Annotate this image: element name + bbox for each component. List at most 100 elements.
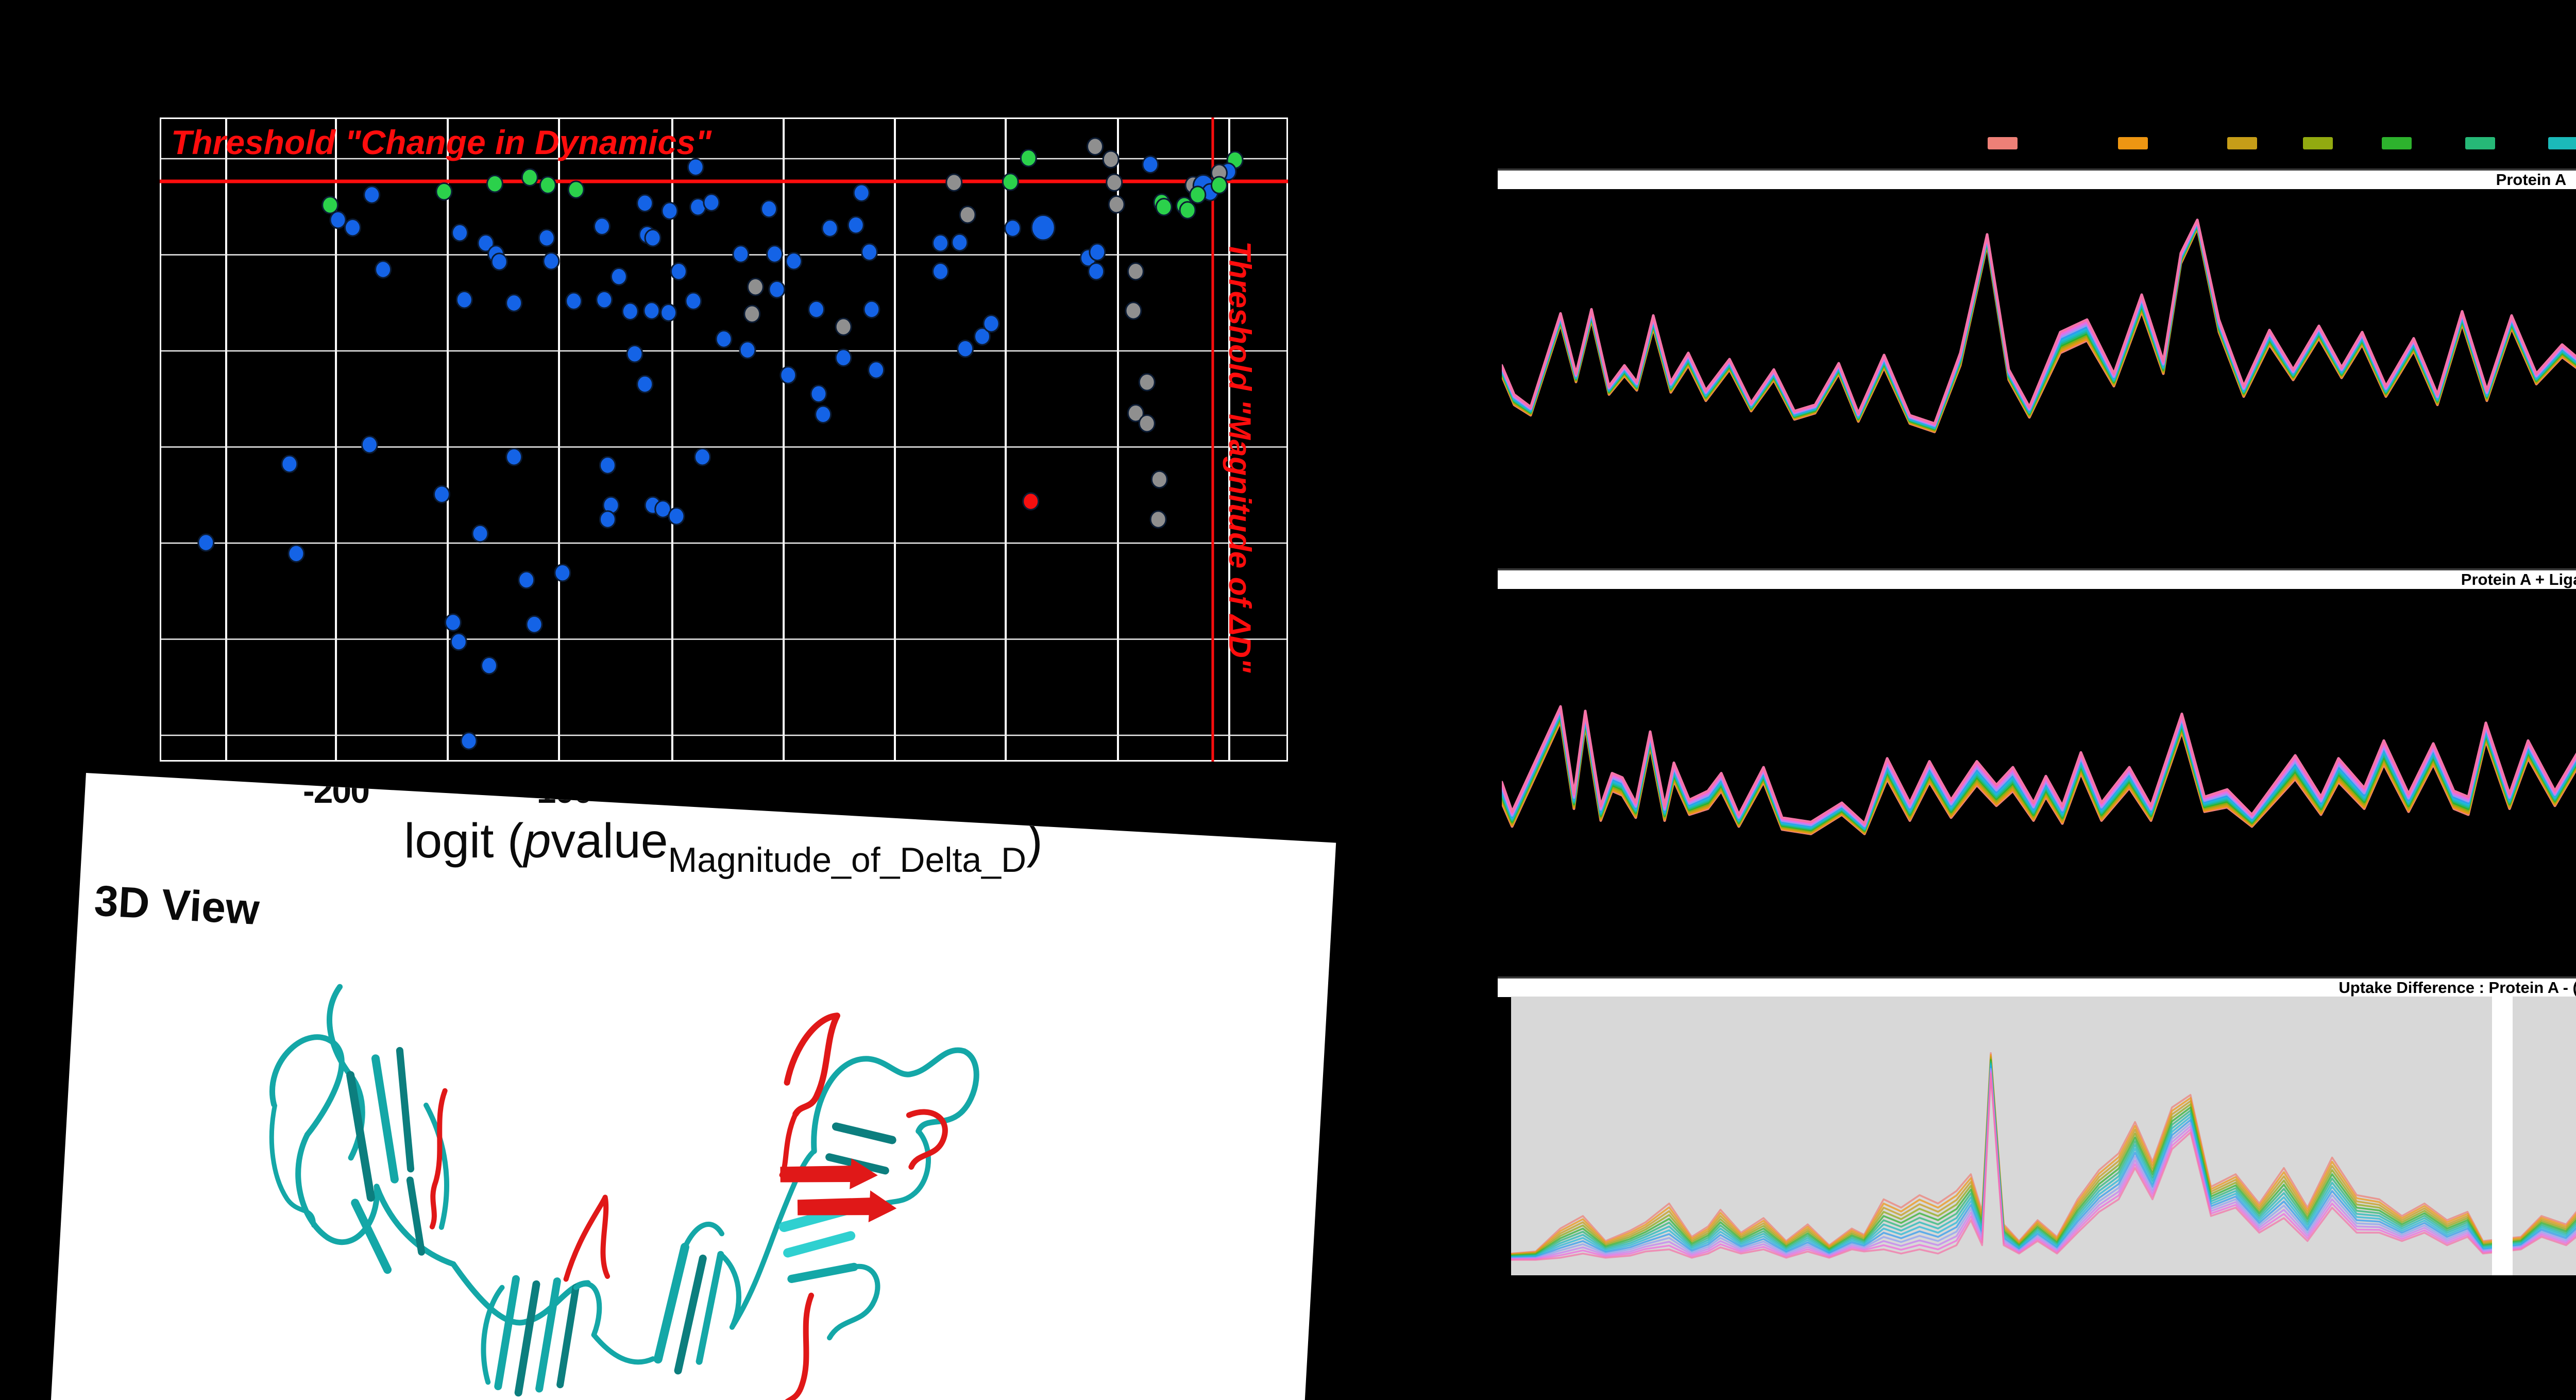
scatter-point[interactable] <box>281 454 298 474</box>
scatter-point[interactable] <box>621 302 639 321</box>
scatter-point[interactable] <box>643 301 660 320</box>
scatter-point[interactable] <box>931 234 949 252</box>
scatter-point[interactable] <box>810 384 827 403</box>
scatter-point[interactable] <box>361 435 378 454</box>
scatter-point[interactable] <box>835 317 852 336</box>
scatter-point[interactable] <box>543 252 560 271</box>
scatter-point[interactable] <box>835 348 852 367</box>
legend-swatch-timepoint-1[interactable] <box>1988 137 2018 149</box>
scatter-point[interactable] <box>329 211 347 229</box>
scatter-point[interactable] <box>1022 492 1040 511</box>
scatter-point[interactable] <box>654 500 672 518</box>
scatter-point[interactable] <box>455 291 473 309</box>
scatter-point[interactable] <box>861 243 878 261</box>
scatter-point[interactable] <box>1127 262 1144 281</box>
scatter-point[interactable] <box>785 252 803 271</box>
uptake-difference-chart[interactable] <box>1510 997 2576 1275</box>
scatter-point[interactable] <box>539 176 556 194</box>
scatter-point[interactable] <box>451 224 469 242</box>
scatter-point[interactable] <box>450 632 467 651</box>
scatter-point[interactable] <box>1087 137 1104 156</box>
scatter-point[interactable] <box>1108 195 1125 214</box>
scatter-point[interactable] <box>490 252 508 271</box>
scatter-point[interactable] <box>931 262 949 281</box>
scatter-point[interactable] <box>685 292 702 310</box>
scatter-point[interactable] <box>687 158 704 176</box>
scatter-point[interactable] <box>779 366 797 384</box>
legend-swatch-timepoint-7[interactable] <box>2548 137 2576 149</box>
scatter-point[interactable] <box>959 206 976 224</box>
scatter-point[interactable] <box>1127 404 1144 423</box>
scatter-point[interactable] <box>1088 262 1105 281</box>
volcano-plot[interactable] <box>160 117 1288 762</box>
scatter-point[interactable] <box>945 173 963 192</box>
scatter-point[interactable] <box>739 341 756 359</box>
scatter-point[interactable] <box>526 615 543 634</box>
scatter-point[interactable] <box>471 524 489 543</box>
legend-swatch-timepoint-3[interactable] <box>2227 137 2257 149</box>
scatter-point[interactable] <box>1210 176 1228 194</box>
scatter-point[interactable] <box>480 656 498 675</box>
scatter-point[interactable] <box>1189 185 1207 204</box>
uptake-chart-protein-a-ligand[interactable] <box>1500 588 2576 955</box>
scatter-point[interactable] <box>821 219 839 238</box>
scatter-point[interactable] <box>747 278 764 296</box>
scatter-point[interactable] <box>435 182 453 201</box>
scatter-point[interactable] <box>1125 301 1142 320</box>
scatter-point[interactable] <box>518 570 535 589</box>
scatter-point[interactable] <box>974 327 991 346</box>
scatter-point[interactable] <box>853 183 870 202</box>
scatter-point[interactable] <box>743 305 761 323</box>
scatter-point[interactable] <box>505 448 523 466</box>
scatter-point[interactable] <box>847 216 865 234</box>
scatter-point[interactable] <box>565 292 583 310</box>
scatter-point[interactable] <box>521 168 538 187</box>
scatter-point[interactable] <box>715 330 733 348</box>
scatter-point[interactable] <box>626 345 643 363</box>
scatter-point[interactable] <box>1179 201 1196 220</box>
scatter-point[interactable] <box>1089 243 1106 261</box>
scatter-point[interactable] <box>1150 470 1168 489</box>
scatter-point[interactable] <box>477 234 495 252</box>
scatter-point[interactable] <box>815 405 832 424</box>
scatter-point[interactable] <box>1142 155 1159 174</box>
scatter-point[interactable] <box>768 280 786 299</box>
scatter-point[interactable] <box>951 233 969 252</box>
scatter-point[interactable] <box>1102 150 1120 168</box>
scatter-point[interactable] <box>693 448 711 466</box>
scatter-point[interactable] <box>636 194 654 212</box>
scatter-point[interactable] <box>668 507 685 526</box>
scatter-point[interactable] <box>1002 173 1019 191</box>
scatter-point[interactable] <box>703 193 720 212</box>
scatter-point[interactable] <box>287 544 305 563</box>
scatter-point[interactable] <box>375 260 392 279</box>
scatter-point[interactable] <box>1004 219 1022 238</box>
scatter-point[interactable] <box>554 564 571 582</box>
scatter-point[interactable] <box>636 375 654 394</box>
3d-view-panel[interactable]: 3D View <box>43 773 1336 1400</box>
scatter-point[interactable] <box>982 314 1000 333</box>
scatter-point[interactable] <box>460 732 478 750</box>
scatter-point[interactable] <box>344 218 361 237</box>
scatter-point[interactable] <box>444 613 462 632</box>
scatter-point[interactable] <box>363 185 381 204</box>
scatter-point[interactable] <box>1020 149 1037 167</box>
scatter-point[interactable] <box>1030 214 1056 241</box>
scatter-point[interactable] <box>1138 373 1156 392</box>
scatter-point[interactable] <box>1155 198 1173 216</box>
scatter-point[interactable] <box>433 485 450 503</box>
scatter-point[interactable] <box>760 199 778 218</box>
scatter-point[interactable] <box>766 245 784 263</box>
scatter-point[interactable] <box>599 510 616 529</box>
scatter-point[interactable] <box>670 262 687 281</box>
scatter-point[interactable] <box>1106 173 1123 192</box>
scatter-point[interactable] <box>593 217 611 235</box>
volcano-svg[interactable] <box>160 117 1288 762</box>
scatter-point[interactable] <box>863 300 880 319</box>
scatter-point[interactable] <box>661 201 679 220</box>
legend-swatch-timepoint-6[interactable] <box>2465 137 2495 149</box>
protein-ribbon-illustration[interactable] <box>227 974 1228 1400</box>
scatter-point[interactable] <box>321 196 339 214</box>
scatter-point[interactable] <box>610 267 628 286</box>
scatter-point[interactable] <box>1149 510 1167 529</box>
